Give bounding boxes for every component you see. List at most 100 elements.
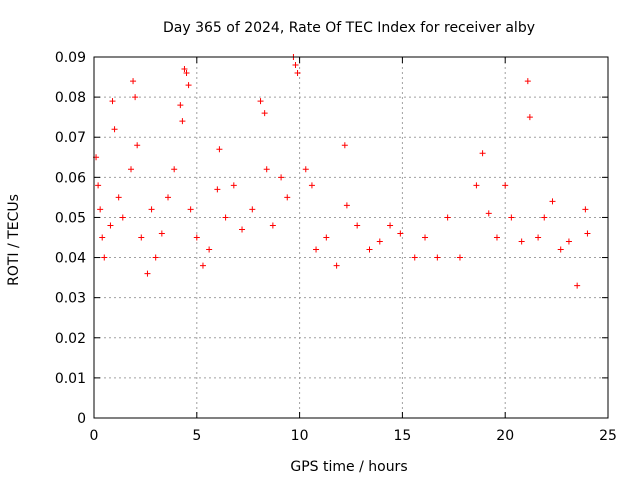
data-point [132,94,139,101]
data-point [183,70,190,77]
data-point [199,262,206,269]
data-point [582,206,589,213]
data-point [269,222,276,229]
y-tick-label: 0.09 [55,50,86,66]
data-point [130,78,137,85]
data-point [292,62,299,69]
data-point [411,254,418,261]
y-axis-label: ROTI / TECUs [6,194,22,286]
data-point [239,226,246,233]
data-point [333,262,340,269]
data-point [206,246,213,253]
data-point [302,166,309,173]
data-point [148,206,155,213]
data-point [485,210,492,217]
data-point [230,182,237,189]
data-point [479,150,486,157]
data-point [249,206,256,213]
data-point [179,118,186,125]
data-point [284,194,291,201]
data-point [101,254,108,261]
scatter-points [93,54,591,289]
data-point [294,70,301,77]
data-point [541,214,548,221]
data-point [518,238,525,245]
data-point [387,222,394,229]
data-point [354,222,361,229]
y-tick-label: 0.07 [55,130,86,146]
data-point [341,142,348,149]
data-point [107,222,114,229]
data-point [263,166,270,173]
data-point [99,234,106,241]
y-tick-label: 0 [77,411,86,427]
data-point [535,234,542,241]
y-tick-label: 0.05 [55,210,86,226]
data-point [138,234,145,241]
y-tick-label: 0.01 [55,371,86,387]
x-tick-label: 0 [90,428,99,444]
x-tick-label: 5 [192,428,201,444]
x-axis-label: GPS time / hours [290,459,407,475]
data-point [565,238,572,245]
data-point [308,182,315,189]
data-point [115,194,122,201]
chart-title: Day 365 of 2024, Rate Of TEC Index for r… [163,20,535,36]
data-point [152,254,159,261]
data-point [181,66,188,73]
data-point [422,234,429,241]
y-tick-label: 0.04 [55,251,86,267]
data-point [193,234,200,241]
data-point [171,166,178,173]
axis-ticks: 0 0.01 0.02 0.03 0.04 0.05 0.06 0.07 0.08 0.09 0 5 1… [55,50,617,444]
data-point [376,238,383,245]
data-point [214,186,221,193]
data-point [185,82,192,89]
y-tick-label: 0.06 [55,170,86,186]
data-point [493,234,500,241]
y-tick-label: 0.02 [55,331,86,347]
data-point [144,270,151,277]
data-point [261,110,268,117]
data-point [278,174,285,181]
y-tick-label: 0.08 [55,90,86,106]
x-tick-label: 25 [599,428,617,444]
data-point [165,194,172,201]
data-point [158,230,165,237]
data-point [323,234,330,241]
plot-frame [93,56,609,419]
data-point [444,214,451,221]
data-point [524,78,531,85]
data-point [222,214,229,221]
x-tick-label: 20 [496,428,514,444]
data-point [574,282,581,289]
x-tick-label: 10 [291,428,309,444]
data-point [508,214,515,221]
data-point [128,166,135,173]
data-point [111,126,118,133]
data-point [397,230,404,237]
grid-lines [94,57,608,418]
data-point [109,98,116,105]
data-point [366,246,373,253]
data-point [557,246,564,253]
x-tick-label: 15 [393,428,411,444]
data-point [119,214,126,221]
data-point [257,98,264,105]
y-tick-label: 0.03 [55,291,86,307]
data-point [313,246,320,253]
data-point [95,182,102,189]
data-point [343,202,350,209]
data-point [134,142,141,149]
data-point [177,102,184,109]
data-point [549,198,556,205]
data-point [216,146,223,153]
data-point [434,254,441,261]
data-point [97,206,104,213]
data-point [526,114,533,121]
data-point [473,182,480,189]
data-point [187,206,194,213]
data-point [456,254,463,261]
data-point [584,230,591,237]
